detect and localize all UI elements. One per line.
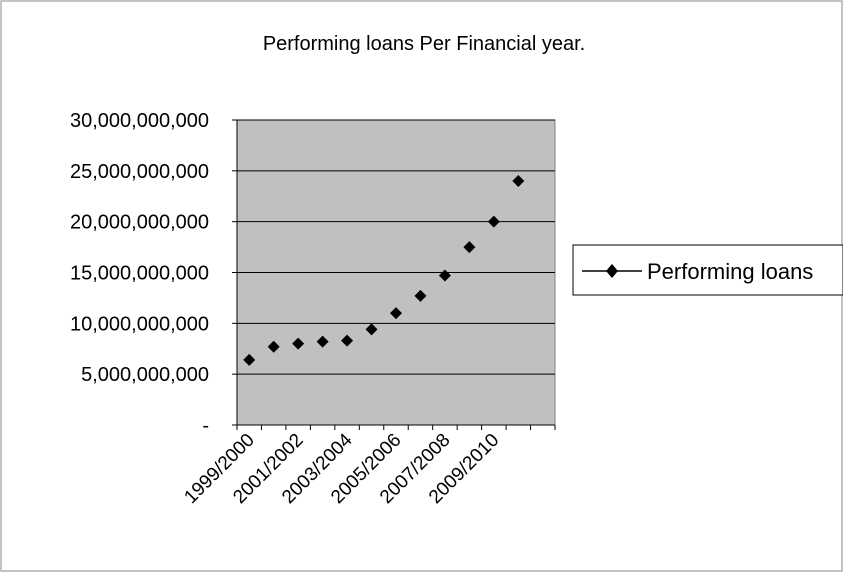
data-point [463, 241, 476, 254]
data-point [365, 323, 378, 336]
legend-marker-symbol [606, 264, 618, 278]
legend: Performing loans [572, 244, 843, 296]
data-point [390, 307, 402, 320]
data-point [414, 289, 427, 302]
y-tick-label: - [202, 415, 209, 437]
data-point [243, 353, 256, 366]
data-point [438, 269, 451, 282]
gridlines [237, 119, 555, 375]
data-point [316, 335, 329, 348]
legend-box [572, 244, 843, 296]
y-tick-label: 10,000,000,000 [70, 313, 209, 335]
y-tick-label: 25,000,000,000 [70, 161, 209, 183]
y-tick-label: 20,000,000,000 [70, 212, 209, 234]
y-tick-label: 5,000,000,000 [81, 364, 209, 386]
chart-title: Performing loans Per Financial year. [263, 33, 585, 55]
data-point [341, 334, 354, 347]
legend-label: Performing loans [647, 259, 813, 284]
y-axis: - 5,000,000,000 10,000,000,000 15,000,000,0… [70, 110, 238, 437]
data-point [267, 340, 280, 353]
data-point [512, 175, 525, 187]
data-points [243, 175, 525, 366]
y-tick-label: 30,000,000,000 [70, 110, 209, 132]
data-point [487, 215, 500, 228]
data-point [292, 337, 305, 350]
y-tick-label: 15,000,000,000 [70, 263, 209, 285]
